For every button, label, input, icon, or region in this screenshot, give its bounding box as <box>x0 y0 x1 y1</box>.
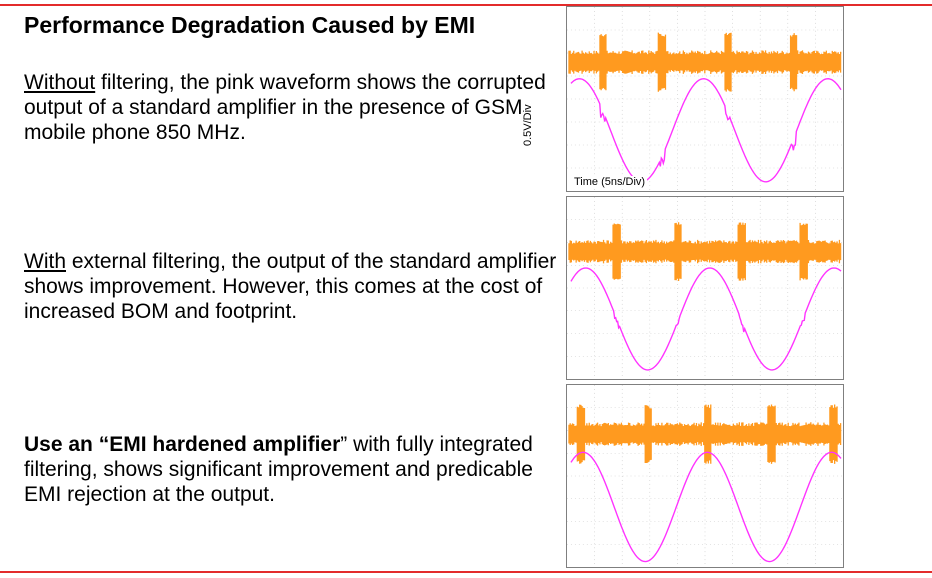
scope-trace-svg <box>567 197 843 379</box>
paragraph-without-filtering: Without filtering, the pink waveform sho… <box>24 70 564 145</box>
orange-emi-trace <box>568 32 842 92</box>
paragraph-lead-with: With <box>24 250 66 273</box>
slide-title: Performance Degradation Caused by EMI <box>24 12 476 38</box>
paragraph-with-filtering: With external filtering, the output of t… <box>24 249 564 324</box>
paragraph-emi-hardened: Use an “EMI hardened amplifier” with ful… <box>24 432 564 507</box>
pink-output-trace <box>570 78 842 183</box>
pink-output-trace <box>570 267 842 371</box>
pink-output-trace <box>570 451 842 563</box>
scope-capture-emi-hardened <box>566 384 844 568</box>
scope-grid <box>567 7 843 191</box>
bottom-red-rule <box>0 571 932 573</box>
scope-capture-external-filter <box>566 196 844 380</box>
orange-emi-trace <box>568 404 842 464</box>
y-axis-label: 0.5V/Div <box>522 104 534 146</box>
scope-capture-unfiltered <box>566 6 844 192</box>
top-red-rule <box>0 4 932 6</box>
scope-grid <box>567 385 843 567</box>
paragraph-body: filtering, the pink waveform shows the c… <box>24 71 546 144</box>
paragraph-lead-without: Without <box>24 71 96 94</box>
x-axis-label: Time (5ns/Div) <box>572 176 648 188</box>
scope-trace-svg <box>567 385 843 567</box>
paragraph-lead-emi-hardened: Use an “EMI hardened amplifier <box>24 433 341 456</box>
paragraph-body: ” with fully integrated filtering, shows… <box>24 433 533 506</box>
orange-emi-trace <box>568 222 842 281</box>
scope-grid <box>567 197 843 379</box>
paragraph-body: external filtering, the output of the st… <box>24 250 557 323</box>
scope-trace-svg <box>567 7 843 191</box>
